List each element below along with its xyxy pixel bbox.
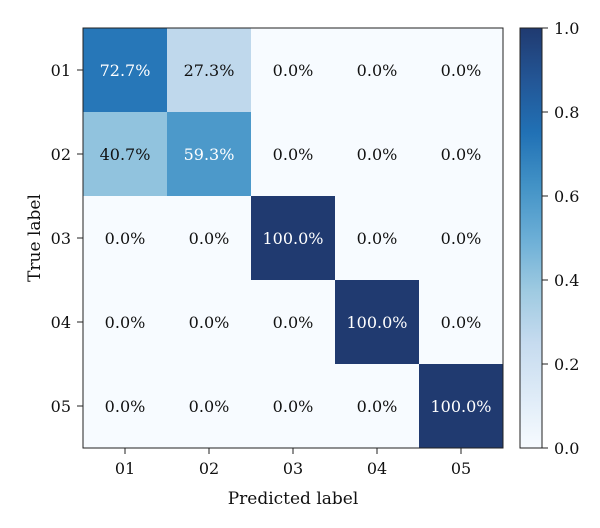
heatmap-cell-label: 0.0%	[105, 229, 146, 248]
x-tick-label: 01	[115, 459, 135, 478]
heatmap-cell	[167, 196, 252, 281]
heatmap-cell-label: 0.0%	[357, 397, 398, 416]
heatmap-cell	[251, 112, 336, 197]
heatmap-cell	[251, 280, 336, 365]
heatmap-cell-label: 0.0%	[105, 313, 146, 332]
heatmap-cell	[83, 280, 168, 365]
heatmap-cell	[251, 28, 336, 113]
heatmap-cell	[335, 280, 420, 365]
y-axis-ticks: 01 02 03 04 05	[51, 61, 83, 416]
y-tick-label: 05	[51, 397, 71, 416]
heatmap-cell	[419, 112, 504, 197]
x-tick-label: 05	[451, 459, 471, 478]
heatmap-cell-label: 0.0%	[441, 145, 482, 164]
y-tick-label: 01	[51, 61, 71, 80]
colorbar-tick-label: 0.0	[554, 439, 579, 458]
heatmap-cells	[83, 28, 504, 449]
heatmap-cell	[335, 196, 420, 281]
colorbar-tick-label: 0.6	[554, 187, 579, 206]
x-tick-label: 04	[367, 459, 387, 478]
colorbar-tick-label: 0.8	[554, 103, 579, 122]
y-tick-label: 04	[51, 313, 71, 332]
colorbar-tick-label: 0.4	[554, 271, 579, 290]
heatmap-cell-label: 0.0%	[357, 145, 398, 164]
heatmap-cell	[167, 364, 252, 449]
colorbar	[519, 27, 543, 449]
heatmap-cell-label: 72.7%	[100, 61, 151, 80]
heatmap-cell-label: 0.0%	[441, 313, 482, 332]
y-tick-label: 03	[51, 229, 71, 248]
colorbar-tick-label: 1.0	[554, 19, 579, 38]
heatmap-cell-label: 0.0%	[189, 313, 230, 332]
heatmap-cell	[167, 28, 252, 113]
heatmap-cell	[335, 364, 420, 449]
x-tick-label: 02	[199, 459, 219, 478]
heatmap-cell-label: 0.0%	[273, 61, 314, 80]
x-axis-ticks: 01 02 03 04 05	[115, 448, 471, 478]
heatmap-cell-labels: 72.7% 27.3% 0.0% 0.0% 0.0% 40.7% 59.3% 0.0% 0.0%…	[100, 61, 492, 416]
heatmap-cell	[335, 112, 420, 197]
heatmap-cell	[83, 28, 168, 113]
heatmap-cell	[419, 196, 504, 281]
y-axis-title: True label	[25, 194, 45, 282]
heatmap-cell-label: 0.0%	[105, 397, 146, 416]
colorbar-tick-label: 0.2	[554, 355, 579, 374]
x-axis-title: Predicted label	[228, 489, 359, 509]
colorbar-ticks: 0.0 0.2 0.4 0.6 0.8 1.0	[542, 19, 579, 458]
heatmap-cell	[83, 364, 168, 449]
heatmap-cell-label: 0.0%	[441, 61, 482, 80]
heatmap-cell-label: 100.0%	[346, 313, 407, 332]
heatmap-cell-label: 40.7%	[100, 145, 151, 164]
heatmap-cell	[419, 280, 504, 365]
heatmap-cell	[83, 196, 168, 281]
heatmap-cell	[335, 28, 420, 113]
heatmap-cell	[83, 112, 168, 197]
x-tick-label: 03	[283, 459, 303, 478]
heatmap-cell-label: 100.0%	[430, 397, 491, 416]
heatmap-cell-label: 0.0%	[273, 145, 314, 164]
heatmap-cell-label: 0.0%	[189, 397, 230, 416]
heatmap-cell-label: 0.0%	[273, 397, 314, 416]
heatmap-cell	[251, 196, 336, 281]
heatmap-cell	[419, 28, 504, 113]
heatmap-cell-label: 0.0%	[357, 229, 398, 248]
heatmap-cell-label: 100.0%	[262, 229, 323, 248]
heatmap-cell-label: 27.3%	[184, 61, 235, 80]
heatmap-cell	[419, 364, 504, 449]
heatmap-cell	[251, 364, 336, 449]
y-tick-label: 02	[51, 145, 71, 164]
heatmap-cell-label: 0.0%	[357, 61, 398, 80]
heatmap-cell-label: 0.0%	[189, 229, 230, 248]
heatmap-cell	[167, 280, 252, 365]
heatmap-cell	[167, 112, 252, 197]
heatmap-cell-label: 0.0%	[441, 229, 482, 248]
heatmap-cell-label: 59.3%	[184, 145, 235, 164]
heatmap-cell-label: 0.0%	[273, 313, 314, 332]
